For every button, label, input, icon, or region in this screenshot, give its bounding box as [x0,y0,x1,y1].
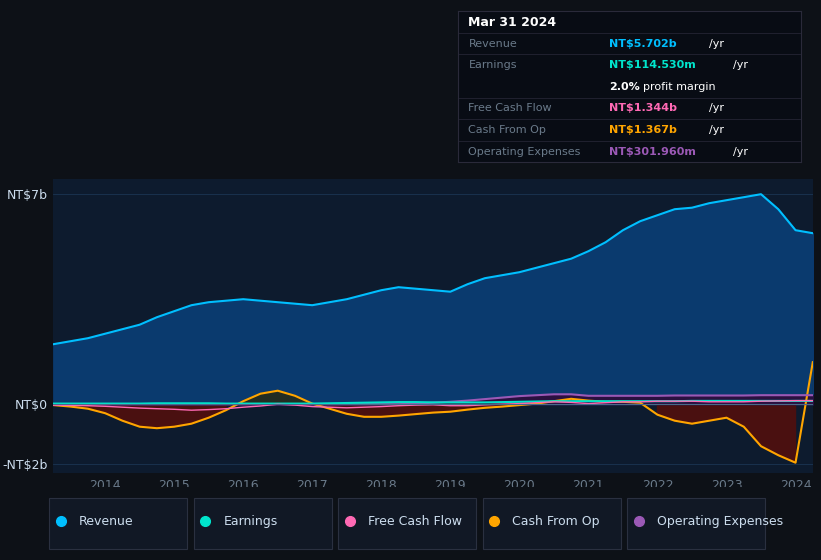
Text: /yr: /yr [709,39,723,49]
FancyBboxPatch shape [49,498,187,549]
Text: NT$114.530m: NT$114.530m [609,60,696,70]
FancyBboxPatch shape [194,498,332,549]
Text: Revenue: Revenue [469,39,517,49]
Text: /yr: /yr [709,104,723,114]
Text: Revenue: Revenue [79,515,134,528]
Text: NT$5.702b: NT$5.702b [609,39,677,49]
Text: profit margin: profit margin [644,82,716,92]
Text: Free Cash Flow: Free Cash Flow [469,104,552,114]
Text: NT$301.960m: NT$301.960m [609,147,696,157]
Text: Earnings: Earnings [469,60,517,70]
Text: Mar 31 2024: Mar 31 2024 [469,16,557,29]
Text: Operating Expenses: Operating Expenses [469,147,580,157]
FancyBboxPatch shape [483,498,621,549]
Text: /yr: /yr [709,125,723,135]
Text: /yr: /yr [732,60,748,70]
Text: Cash From Op: Cash From Op [512,515,600,528]
Text: Free Cash Flow: Free Cash Flow [368,515,461,528]
Text: /yr: /yr [732,147,748,157]
Text: Earnings: Earnings [223,515,277,528]
Text: NT$1.367b: NT$1.367b [609,125,677,135]
Text: Operating Expenses: Operating Expenses [657,515,783,528]
FancyBboxPatch shape [338,498,476,549]
Text: NT$1.344b: NT$1.344b [609,104,677,114]
Text: Cash From Op: Cash From Op [469,125,546,135]
FancyBboxPatch shape [627,498,765,549]
Text: 2.0%: 2.0% [609,82,640,92]
